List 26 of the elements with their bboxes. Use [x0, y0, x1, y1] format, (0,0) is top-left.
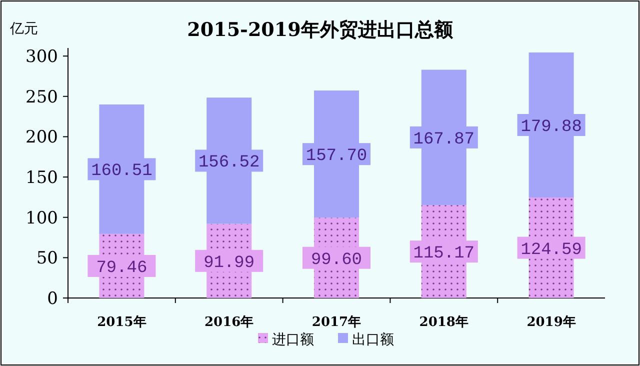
data-label: 115.17	[413, 244, 475, 264]
data-label: 160.51	[91, 162, 152, 182]
y-tick-label: 200	[26, 128, 58, 148]
data-label: 91.99	[204, 254, 255, 273]
legend-label: 进口额	[272, 332, 314, 348]
data-label: 157.70	[306, 147, 368, 166]
y-tick-label: 50	[36, 248, 58, 269]
x-tick-label: 2016年	[204, 315, 254, 330]
x-tick-label: 2017年	[312, 315, 362, 330]
data-label: 124.59	[520, 240, 582, 260]
chart-title: 2015-2019年外贸进出口总额	[187, 19, 454, 41]
y-tick-label: 0	[47, 289, 58, 309]
y-tick-label: 150	[26, 168, 58, 188]
data-label: 156.52	[198, 154, 260, 173]
y-tick-label: 300	[26, 47, 58, 68]
data-label: 179.88	[520, 118, 582, 137]
x-tick-label: 2019年	[526, 315, 576, 330]
y-tick-label: 100	[26, 208, 58, 228]
x-tick-label: 2018年	[419, 315, 468, 330]
data-label: 167.87	[413, 130, 475, 150]
data-label: 99.60	[310, 250, 362, 270]
legend-label: 出口额	[352, 332, 394, 348]
y-axis-title: 亿元	[9, 21, 38, 37]
data-label: 79.46	[96, 258, 148, 278]
y-tick-label: 250	[26, 87, 58, 108]
x-tick-label: 2015年	[97, 315, 146, 330]
